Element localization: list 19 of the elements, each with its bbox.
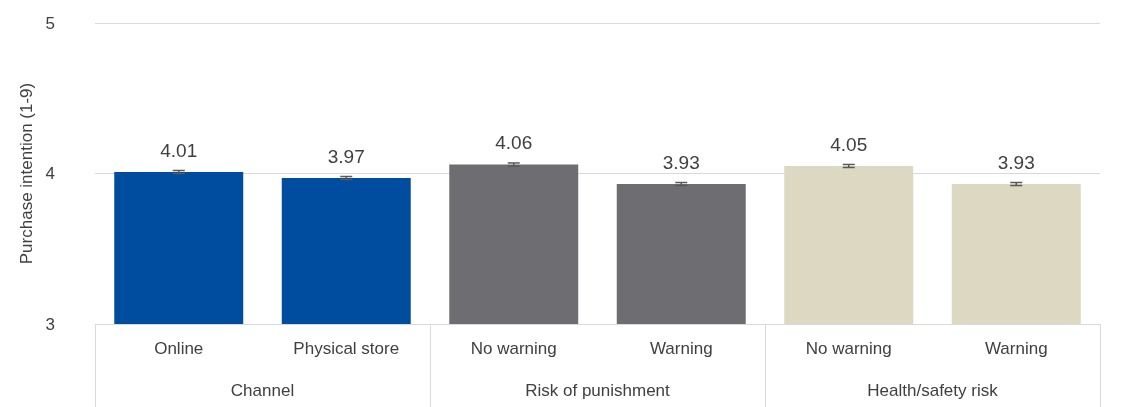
x-tick-label: No warning [470,339,557,358]
data-label: 3.93 [662,152,700,174]
y-tick-label: 3 [45,314,55,334]
data-label: 4.06 [495,132,533,154]
x-tick-label: No warning [805,339,892,358]
x-tick-label: Warning [649,339,713,358]
data-label: 3.97 [327,146,365,168]
text: Health/safety risk [867,381,999,400]
text: Channel [230,381,295,400]
y-axis-title: Purchase intention (1-9) [16,82,36,265]
x-tick-label: Online [154,339,204,358]
data-label: 4.01 [160,139,198,161]
y-tick-label: 5 [45,13,55,33]
data-label: 4.05 [830,133,868,155]
text: Risk of punishment [525,381,671,400]
x-tick-label: Physical store [293,339,400,358]
x-tick-label: Warning [984,339,1048,358]
y-tick-label: 4 [45,164,55,183]
data-label: 3.93 [997,152,1035,174]
